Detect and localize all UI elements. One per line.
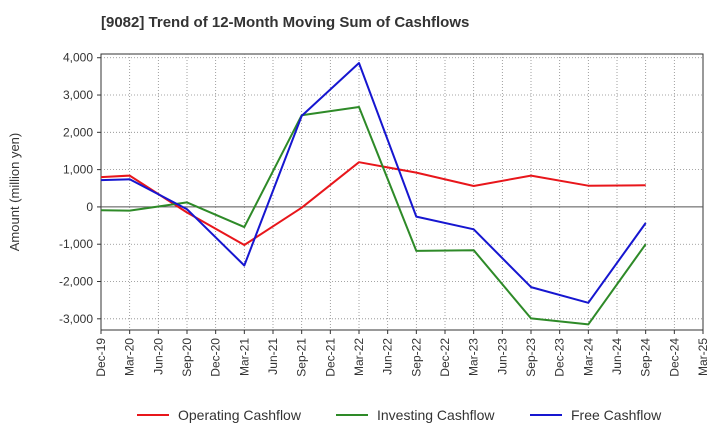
x-tick-label: Mar-23: [467, 338, 481, 376]
x-tick-label: Dec-21: [323, 338, 337, 377]
x-tick-label: Mar-24: [581, 338, 595, 376]
x-tick-label: Jun-22: [381, 338, 395, 375]
legend-label: Free Cashflow: [571, 407, 662, 423]
x-tick-label: Dec-19: [94, 338, 108, 377]
y-tick-label: -1,000: [59, 237, 93, 251]
y-tick-label: 4,000: [63, 51, 93, 65]
series-line-investing-cashflow: [100, 106, 647, 326]
series-line-free-cashflow: [100, 62, 647, 304]
legend-label: Investing Cashflow: [377, 407, 495, 423]
x-tick-label: Dec-20: [209, 338, 223, 377]
y-tick-label: 3,000: [63, 88, 93, 102]
x-tick-label: Dec-22: [438, 338, 452, 377]
x-tick-label: Mar-25: [696, 338, 710, 376]
series: [100, 62, 647, 326]
x-tick-label: Dec-24: [667, 338, 681, 377]
x-tick-label: Jun-20: [151, 338, 165, 375]
x-tick-label: Jun-23: [495, 338, 509, 375]
x-tick-label: Dec-23: [553, 338, 567, 377]
x-tick-label: Jun-24: [610, 338, 624, 375]
x-tick-label: Sep-23: [524, 338, 538, 377]
y-tick-label: 1,000: [63, 163, 93, 177]
axes: Dec-19 Mar-20 Jun-20 Sep-20 Dec-20 Mar-21 Jun-…: [7, 51, 710, 377]
x-tick-label: Sep-22: [409, 338, 423, 377]
x-tick-label: Mar-22: [352, 338, 366, 376]
y-tick-label: -2,000: [59, 275, 93, 289]
y-axis-label: Amount (million yen): [7, 133, 22, 252]
y-tick-label: 0: [86, 200, 93, 214]
chart-title: [9082] Trend of 12-Month Moving Sum of C…: [101, 14, 470, 31]
y-tick-label: 2,000: [63, 125, 93, 139]
x-tick-label: Sep-24: [639, 338, 653, 377]
y-tick-label: -3,000: [59, 312, 93, 326]
x-tick-label: Sep-21: [295, 338, 309, 377]
legend-label: Operating Cashflow: [178, 407, 302, 423]
legend: Operating Cashflow Investing Cashflow Free…: [137, 407, 662, 423]
x-tick-label: Mar-21: [237, 338, 251, 376]
x-tick-label: Sep-20: [180, 338, 194, 377]
x-tick-label: Mar-20: [123, 338, 137, 376]
x-tick-label: Jun-21: [266, 338, 280, 375]
